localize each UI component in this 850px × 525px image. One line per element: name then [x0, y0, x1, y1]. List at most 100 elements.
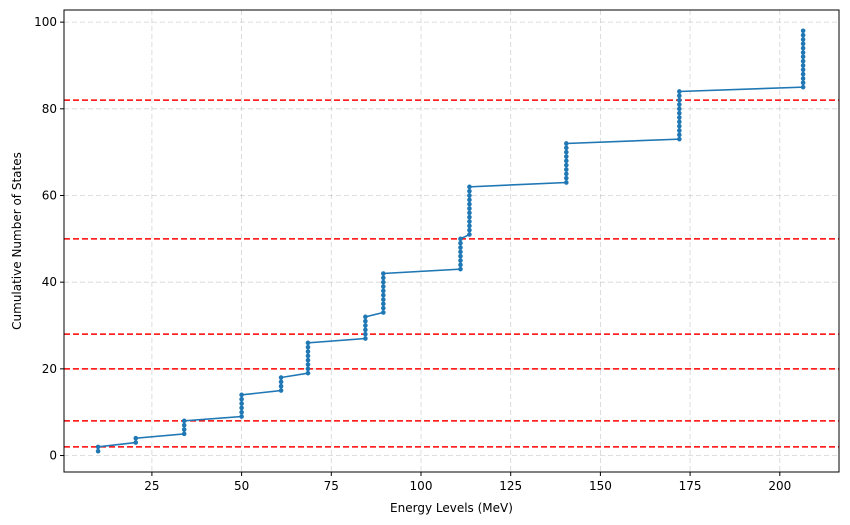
y-tick-label: 100	[34, 15, 57, 29]
data-point	[381, 310, 386, 315]
data-point	[564, 175, 569, 181]
x-tick-label: 25	[144, 479, 159, 493]
data-point	[564, 154, 569, 159]
data-point	[467, 214, 472, 220]
y-axis-label: Cumulative Number of States	[10, 152, 24, 330]
data-point	[800, 58, 806, 64]
data-point	[677, 123, 682, 129]
data-point	[133, 440, 139, 445]
data-point	[564, 171, 569, 177]
data-point	[677, 119, 682, 125]
data-point	[95, 444, 101, 450]
y-tick-label: 40	[42, 275, 57, 289]
data-point	[677, 110, 682, 116]
data-point	[458, 240, 463, 246]
data-point	[239, 392, 244, 398]
data-point	[381, 305, 386, 311]
x-tick-label: 100	[410, 479, 433, 493]
y-tick-label: 80	[42, 102, 57, 116]
data-point	[458, 266, 463, 272]
data-point	[278, 383, 284, 389]
data-point	[458, 249, 463, 255]
data-point	[305, 349, 311, 354]
x-tick-label: 200	[768, 479, 791, 493]
data-point	[677, 89, 682, 94]
data-point	[467, 197, 472, 203]
data-point	[564, 149, 569, 155]
data-point	[363, 327, 368, 333]
data-point	[800, 63, 806, 68]
data-point	[677, 128, 682, 133]
data-point	[564, 141, 569, 146]
data-point	[305, 353, 311, 359]
y-axis-ticks: 0 20 40 60 80 100	[34, 15, 64, 463]
x-tick-label: 150	[589, 479, 612, 493]
plot-frame	[63, 9, 840, 473]
data-point	[458, 253, 463, 259]
data-point	[467, 227, 472, 233]
data-point	[800, 45, 806, 51]
data-point	[181, 427, 187, 432]
data-point	[363, 318, 368, 324]
data-point	[305, 366, 311, 372]
data-point	[800, 80, 806, 86]
y-tick-label: 60	[42, 188, 57, 202]
data-point	[467, 206, 472, 211]
data-point	[181, 431, 187, 437]
y-tick-label: 20	[42, 362, 57, 376]
data-point	[305, 362, 311, 367]
data-point	[467, 210, 472, 216]
data-point	[381, 301, 386, 307]
data-point	[181, 422, 187, 428]
data-point	[133, 435, 139, 441]
data-point	[677, 136, 682, 142]
x-tick-label: 125	[499, 479, 522, 493]
data-point	[305, 340, 311, 346]
data-point	[564, 167, 569, 172]
data-point	[305, 357, 311, 363]
data-point	[381, 275, 386, 281]
data-point	[381, 288, 386, 294]
data-point	[458, 262, 463, 268]
data-point	[278, 388, 284, 393]
data-point	[800, 32, 806, 38]
data-point	[239, 405, 244, 411]
data-point	[800, 71, 806, 77]
data-point	[458, 258, 463, 263]
data-point	[278, 379, 284, 385]
data-point	[564, 145, 569, 151]
data-point	[800, 54, 806, 60]
x-tick-label: 50	[234, 479, 249, 493]
data-point	[800, 76, 806, 81]
data-point	[677, 102, 682, 107]
data-point	[467, 219, 472, 224]
data-point	[381, 297, 386, 302]
data-point	[381, 279, 386, 285]
data-point	[467, 223, 472, 229]
data-point	[363, 331, 368, 337]
x-axis-ticks: 25 50 75 100 125 150 175 200	[144, 472, 791, 493]
data-point	[95, 448, 101, 454]
data-point	[800, 41, 806, 47]
data-point	[800, 37, 806, 42]
data-point	[381, 292, 386, 298]
data-point	[564, 162, 569, 168]
data-point	[278, 375, 284, 380]
data-point	[458, 245, 463, 250]
data-point	[677, 106, 682, 112]
data-point	[181, 418, 187, 424]
data-point	[800, 84, 806, 90]
data-point	[800, 67, 806, 73]
data-point	[239, 396, 244, 402]
data-point	[458, 236, 463, 242]
data-point	[363, 336, 368, 341]
x-axis-label: Energy Levels (MeV)	[390, 501, 513, 515]
data-point	[239, 409, 244, 415]
data-point	[800, 50, 806, 55]
data-point	[467, 201, 472, 207]
grid-lines	[64, 10, 839, 472]
data-series	[95, 28, 806, 454]
data-point	[467, 184, 472, 190]
data-point	[677, 93, 682, 99]
data-point	[467, 193, 472, 198]
